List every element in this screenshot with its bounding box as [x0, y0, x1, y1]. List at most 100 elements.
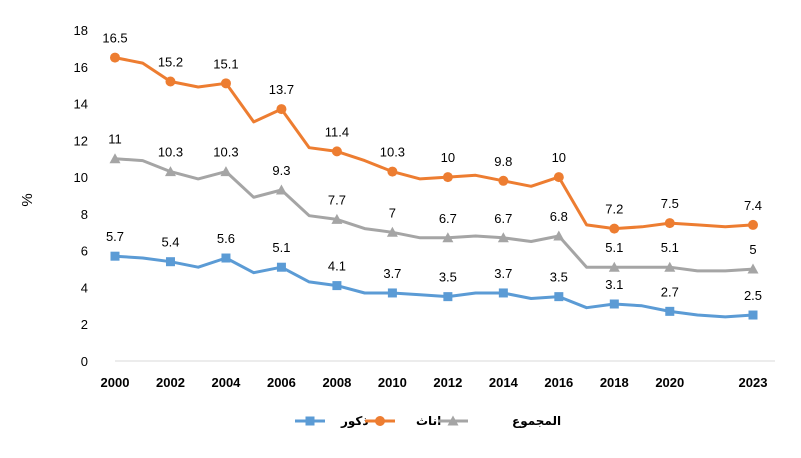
x-tick-label: 2020	[655, 375, 684, 390]
data-label: 3.5	[439, 270, 457, 285]
series-line-0	[114, 254, 754, 319]
series-marker-1	[387, 166, 398, 177]
x-tick-label: 2010	[378, 375, 407, 390]
data-label: 2.7	[661, 284, 679, 299]
series-marker-0	[221, 253, 231, 263]
data-label: 2.5	[744, 288, 762, 303]
series-marker-2	[220, 166, 232, 177]
x-tick-label: 2002	[156, 375, 185, 390]
data-label: 5	[749, 242, 756, 257]
legend-label-1: اناث	[416, 414, 441, 428]
data-label: 16.5	[102, 31, 127, 46]
data-label: 3.1	[605, 277, 623, 292]
data-label: 10.3	[380, 145, 405, 160]
series-marker-1	[220, 78, 231, 89]
y-axis-ticks: 0 2 4 6 8 10 12 14 16 18	[74, 23, 88, 369]
series-marker-1	[748, 219, 758, 230]
x-tick-label: 2023	[739, 375, 768, 390]
x-tick-label: 2006	[267, 375, 296, 390]
series-marker-1	[110, 52, 120, 63]
x-tick-label: 2012	[433, 375, 462, 390]
x-tick-label: 2014	[489, 375, 519, 390]
x-tick-label: 2008	[322, 375, 351, 390]
series-marker-0	[665, 306, 675, 316]
data-label: 13.7	[269, 82, 294, 97]
y-tick-label: 4	[81, 280, 88, 295]
x-tick-label: 2004	[211, 375, 241, 390]
data-label: 9.8	[494, 154, 512, 169]
series-marker-0	[748, 310, 758, 320]
data-label: 10.3	[158, 145, 183, 160]
data-label: 10	[552, 150, 566, 165]
data-label: 15.1	[213, 56, 238, 71]
data-label: 6.8	[550, 209, 568, 224]
data-labels: 5.7 5.4 5.6 5.1 4.1 3.7 3.5 3.7 3.5 3.1 2.7 2.5 16.5…	[102, 31, 762, 303]
data-label: 5.1	[605, 240, 623, 255]
y-tick-label: 14	[74, 97, 88, 112]
legend: ذكور اناث المجموع	[295, 414, 561, 429]
data-label: 4.1	[328, 259, 346, 274]
series-group	[109, 52, 759, 320]
legend-label-2: المجموع	[512, 414, 561, 429]
series-marker-2	[497, 232, 509, 243]
series-marker-2	[608, 261, 620, 272]
data-label: 9.3	[272, 163, 290, 178]
series-marker-2	[386, 226, 398, 237]
y-tick-label: 12	[74, 133, 88, 148]
data-label: 3.7	[383, 266, 401, 281]
data-label: 11.4	[325, 124, 349, 139]
series-marker-0	[332, 281, 342, 291]
series-marker-2	[747, 263, 759, 274]
series-marker-1	[442, 172, 453, 183]
series-marker-2	[442, 232, 454, 243]
data-label: 3.7	[494, 266, 512, 281]
y-tick-label: 16	[74, 60, 88, 75]
series-marker-2	[109, 153, 121, 164]
series-marker-0	[609, 299, 619, 309]
data-label: 7.5	[661, 196, 679, 211]
series-marker-1	[331, 146, 342, 157]
data-label: 5.1	[661, 240, 679, 255]
data-label: 6.7	[494, 211, 512, 226]
series-marker-2	[275, 184, 287, 195]
data-label: 7.2	[605, 202, 623, 217]
data-label: 5.6	[217, 231, 235, 246]
data-label: 7.7	[328, 192, 346, 207]
series-marker-0	[443, 292, 453, 302]
series-marker-0	[387, 288, 397, 298]
series-marker-2	[164, 166, 176, 177]
data-label: 10	[441, 150, 455, 165]
x-tick-label: 2018	[600, 375, 629, 390]
x-axis-ticks: 2000 2002 2004 2006 2008 2010 2012 2014 2016 2018…	[101, 375, 768, 390]
series-line-2	[114, 157, 754, 273]
x-tick-label: 2016	[544, 375, 573, 390]
legend-marker-1	[375, 416, 385, 426]
data-label: 3.5	[550, 270, 568, 285]
y-tick-label: 10	[74, 170, 88, 185]
series-marker-0	[554, 292, 564, 302]
legend-label-0: ذكور	[340, 414, 369, 429]
series-marker-1	[553, 172, 564, 183]
series-marker-0	[165, 257, 175, 267]
series-marker-0	[276, 262, 286, 272]
series-marker-2	[553, 230, 565, 241]
series-marker-1	[609, 223, 620, 234]
legend-marker-0	[305, 416, 315, 426]
series-marker-1	[165, 76, 176, 87]
series-marker-0	[498, 288, 508, 298]
series-marker-2	[664, 261, 676, 272]
data-label: 5.4	[161, 235, 179, 250]
series-marker-1	[498, 175, 509, 186]
y-tick-label: 6	[81, 244, 88, 259]
data-label: 6.7	[439, 211, 457, 226]
y-tick-label: 2	[81, 317, 88, 332]
data-label: 10.3	[213, 145, 238, 160]
series-marker-0	[110, 251, 120, 261]
data-label: 11	[108, 132, 122, 147]
series-marker-1	[664, 218, 675, 229]
y-axis-label: %	[19, 193, 36, 206]
data-label: 7.4	[744, 198, 762, 213]
x-tick-label: 2000	[101, 375, 130, 390]
